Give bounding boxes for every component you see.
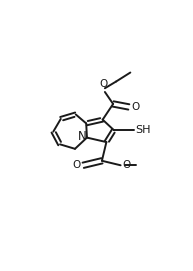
- Text: N: N: [78, 130, 87, 143]
- Text: O: O: [131, 102, 140, 112]
- Text: O: O: [100, 79, 108, 89]
- Text: SH: SH: [135, 125, 151, 135]
- Text: O: O: [72, 160, 80, 170]
- Text: O: O: [122, 160, 131, 170]
